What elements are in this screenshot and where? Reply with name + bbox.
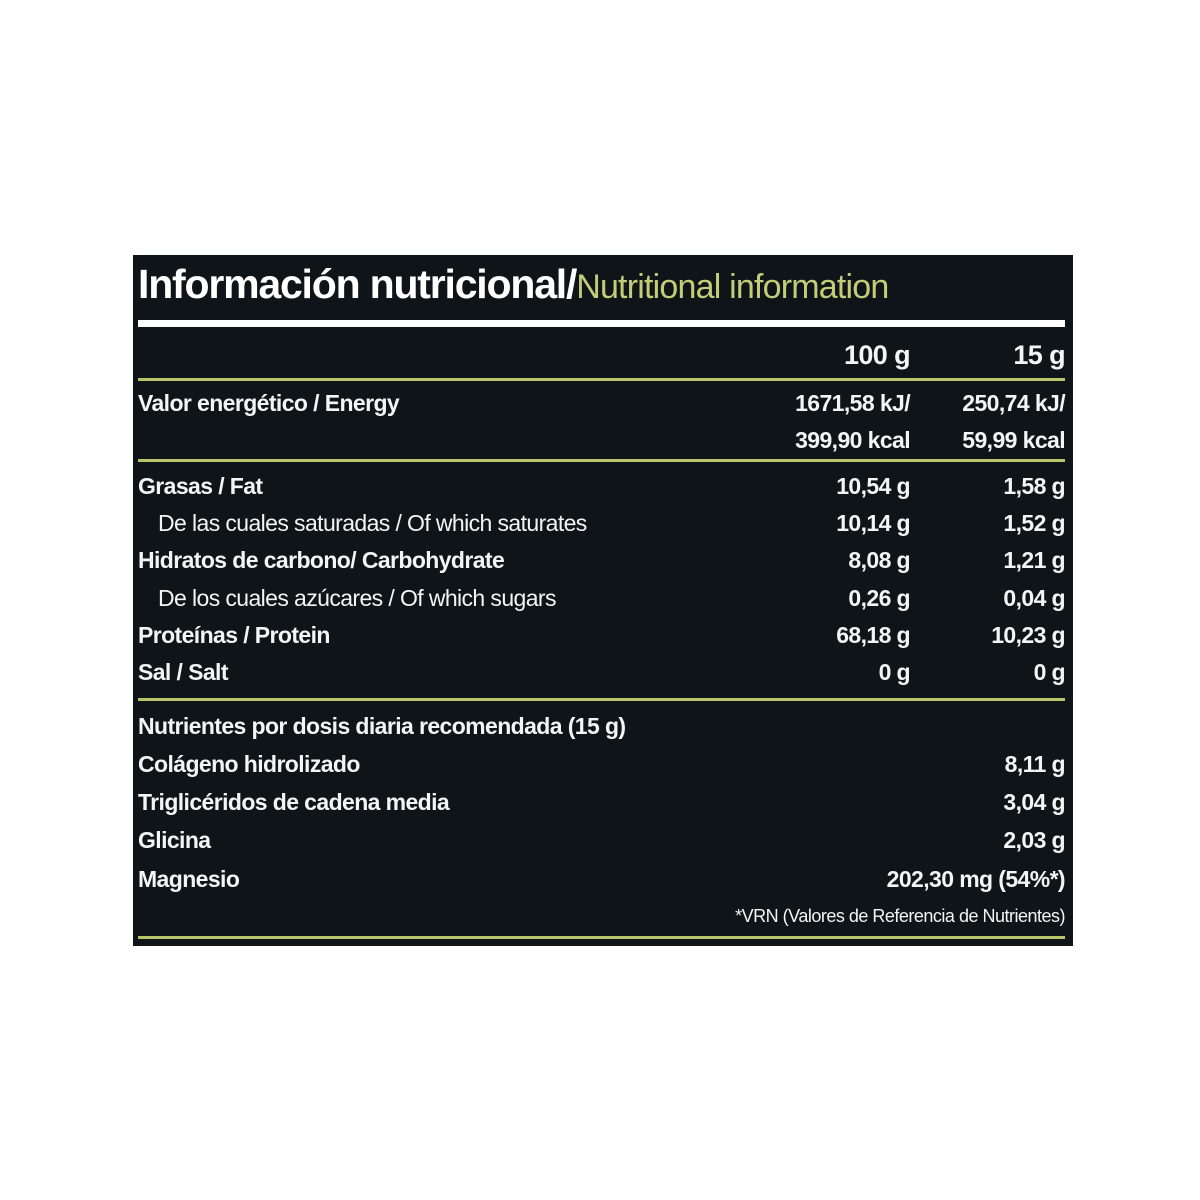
- daily-label: Magnesio: [138, 866, 240, 892]
- daily-value: 8,11 g: [1004, 751, 1066, 777]
- table-row: Proteínas / Protein 68,18 g 10,23 g: [138, 618, 1066, 652]
- daily-row: Triglicéridos de cadena media 3,04 g: [138, 785, 1066, 819]
- column-header-row: 100 g 15 g: [138, 338, 1066, 372]
- energy-kcal-row: 399,90 kcal 59,99 kcal: [138, 423, 1066, 457]
- daily-label: Triglicéridos de cadena media: [138, 789, 450, 815]
- row-value-100g: 8,08 g: [848, 547, 910, 573]
- divider: [138, 378, 1065, 381]
- row-value-100g: 10,14 g: [836, 510, 910, 536]
- title-english: Nutritional information: [576, 268, 889, 306]
- table-row: Hidratos de carbono/ Carbohydrate 8,08 g…: [138, 543, 1066, 577]
- row-value-15g: 1,21 g: [1003, 547, 1065, 573]
- label-title: Información nutricional/Nutritional info…: [138, 261, 889, 308]
- table-row: De las cuales saturadas / Of which satur…: [138, 506, 1066, 540]
- footnote: *VRN (Valores de Referencia de Nutriente…: [735, 906, 1065, 926]
- energy-100g-kcal: 399,90 kcal: [795, 427, 911, 453]
- row-label: De las cuales saturadas / Of which satur…: [158, 510, 587, 536]
- daily-heading-row: Nutrientes por dosis diaria recomendada …: [138, 709, 1065, 743]
- row-value-15g: 0,04 g: [1003, 585, 1065, 611]
- title-divider: [138, 320, 1065, 327]
- energy-row: Valor energético / Energy 1671,58 kJ/ 25…: [138, 386, 1066, 420]
- row-label: Grasas / Fat: [138, 473, 263, 499]
- title-spanish: Información nutricional/: [138, 261, 577, 307]
- column-header-15g: 15 g: [1013, 340, 1065, 370]
- table-row: Sal / Salt 0 g 0 g: [138, 655, 1066, 689]
- daily-label: Glicina: [138, 827, 211, 853]
- daily-row: Colágeno hidrolizado 8,11 g: [138, 747, 1066, 781]
- table-row: Grasas / Fat 10,54 g 1,58 g: [138, 469, 1066, 503]
- divider: [138, 459, 1065, 462]
- row-value-100g: 10,54 g: [836, 473, 910, 499]
- row-value-100g: 0,26 g: [848, 585, 910, 611]
- row-value-15g: 1,58 g: [1003, 473, 1065, 499]
- daily-row: Magnesio 202,30 mg (54%*): [138, 862, 1066, 896]
- daily-heading: Nutrientes por dosis diaria recomendada …: [138, 713, 626, 739]
- row-label: Sal / Salt: [138, 659, 228, 685]
- energy-15g-kj: 250,74 kJ/: [962, 390, 1065, 416]
- daily-value: 3,04 g: [1003, 789, 1065, 815]
- column-header-100g: 100 g: [843, 340, 911, 370]
- row-label: Hidratos de carbono/ Carbohydrate: [138, 547, 505, 573]
- daily-row: Glicina 2,03 g: [138, 823, 1066, 857]
- row-value-100g: 0 g: [878, 659, 911, 685]
- row-label: De los cuales azúcares / Of which sugars: [158, 585, 556, 611]
- energy-15g-kcal: 59,99 kcal: [962, 427, 1065, 453]
- daily-value: 2,03 g: [1003, 827, 1065, 853]
- row-value-100g: 68,18 g: [836, 622, 910, 648]
- row-label: Proteínas / Protein: [138, 622, 330, 648]
- daily-value: 202,30 mg (54%*): [886, 866, 1066, 892]
- table-row: De los cuales azúcares / Of which sugars…: [138, 581, 1066, 615]
- energy-label: Valor energético / Energy: [138, 390, 400, 416]
- row-value-15g: 1,52 g: [1003, 510, 1065, 536]
- nutrition-label: Información nutricional/Nutritional info…: [133, 255, 1073, 946]
- row-value-15g: 10,23 g: [991, 622, 1065, 648]
- divider: [138, 698, 1065, 701]
- energy-100g-kj: 1671,58 kJ/: [795, 390, 911, 416]
- row-value-15g: 0 g: [1033, 659, 1066, 685]
- divider: [138, 936, 1065, 939]
- daily-label: Colágeno hidrolizado: [138, 751, 360, 777]
